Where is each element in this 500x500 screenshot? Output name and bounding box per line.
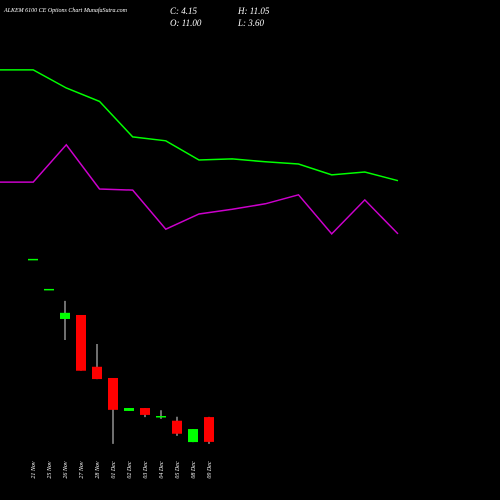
close-label: C: 4.15	[170, 6, 198, 16]
candle-body	[44, 288, 54, 291]
candle-body	[156, 416, 166, 418]
x-tick-label: 04 Dec	[158, 461, 165, 478]
x-tick-label: 05 Dec	[175, 461, 181, 478]
x-tick-label: 26 Nov	[63, 461, 69, 479]
candle-body	[76, 314, 86, 371]
high-label: H: 11.05	[237, 6, 270, 16]
candle-body	[172, 420, 182, 434]
candle-body	[188, 429, 198, 443]
x-tick-label: 25 Nov	[47, 461, 53, 479]
x-tick-label: 28 Nov	[95, 461, 101, 479]
candle-body	[204, 417, 214, 442]
candle-body	[28, 258, 38, 261]
candle-body	[108, 377, 118, 410]
x-tick-label: 09 Dec	[207, 461, 213, 478]
candle-body	[60, 312, 70, 319]
x-tick-label: 21 Nov	[31, 461, 37, 479]
open-label: O: 11.00	[170, 18, 202, 28]
low-label: L: 3.60	[237, 18, 265, 28]
chart-title: ALKEM 6100 CE Options Chart MunafaSutra.…	[3, 7, 128, 14]
candle-body	[92, 366, 102, 380]
indicator-line	[0, 69, 399, 182]
x-tick-label: 01 Dec	[111, 461, 117, 478]
candle-body	[124, 408, 134, 411]
indicator-line	[0, 143, 399, 236]
candle-body	[140, 408, 150, 415]
x-tick-label: 08 Dec	[191, 461, 197, 478]
x-tick-label: 27 Nov	[79, 461, 85, 479]
x-tick-label: 02 Dec	[127, 461, 133, 478]
x-tick-label: 03 Dec	[143, 461, 149, 478]
